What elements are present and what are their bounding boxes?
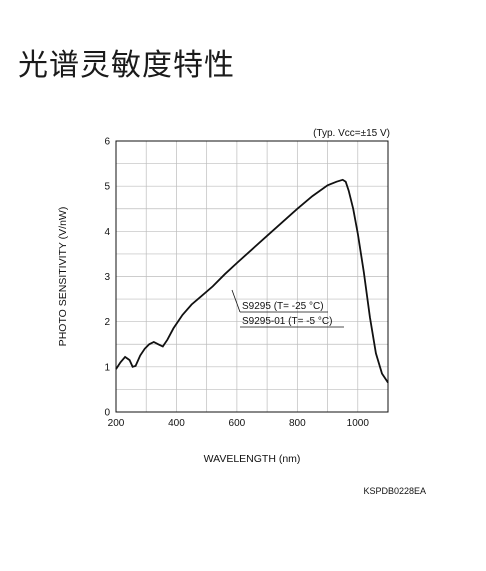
tick-labels: 200 400 600 800 1000 0 1 2 3 4 5 6 (104, 137, 369, 430)
y-tick-label: 5 (104, 182, 110, 193)
y-tick-label: 6 (104, 137, 110, 148)
conditions-note: (Typ. Vcc=±15 V) (313, 128, 390, 139)
y-axis-label: PHOTO SENSITIVITY (V/nW) (57, 207, 69, 347)
figure-code: KSPDB0228EA (363, 486, 426, 496)
y-tick-label: 1 (104, 362, 110, 373)
x-tick-label: 400 (168, 418, 185, 429)
plot-frame (115, 140, 389, 413)
annotation-s9295-01: S9295-01 (T= -5 °C) (242, 316, 332, 327)
x-tick-label: 1000 (347, 418, 370, 429)
y-tick-label: 0 (104, 408, 110, 419)
x-axis-label: WAVELENGTH (nm) (204, 453, 301, 465)
x-tick-label: 200 (108, 418, 125, 429)
chart-grid (116, 141, 388, 412)
y-tick-label: 4 (104, 227, 110, 238)
y-tick-label: 2 (104, 317, 110, 328)
y-tick-label: 3 (104, 272, 110, 283)
annotation-leader (231, 289, 241, 313)
x-tick-label: 600 (229, 418, 246, 429)
page-title: 光谱灵敏度特性 (18, 48, 235, 83)
x-tick-label: 800 (289, 418, 306, 429)
annotation-s9295: S9295 (T= -25 °C) (242, 301, 324, 312)
sensitivity-curve (115, 178, 389, 384)
